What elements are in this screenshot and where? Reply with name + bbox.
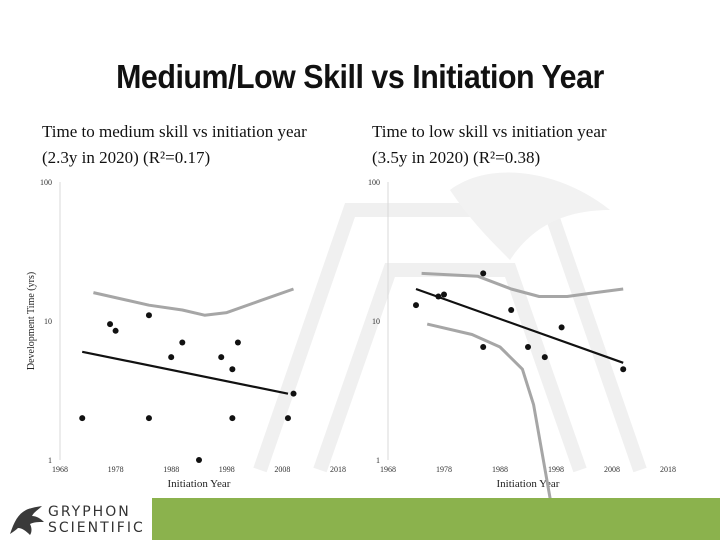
data-point [229, 415, 236, 422]
x-axis-label: Initiation Year [497, 478, 560, 490]
logo-text-line1: GRYPHON [48, 504, 131, 520]
x-tick-label: 1988 [163, 465, 179, 474]
data-point [145, 312, 152, 319]
logo-text-line2: SCIENTIFIC [48, 520, 145, 536]
data-point [229, 366, 236, 373]
gryphon-watermark-icon [253, 172, 647, 473]
x-tick-label: 1998 [219, 465, 235, 474]
y-tick-label: 10 [372, 317, 380, 326]
chart-medium-skill: 1 10 100 1968 1978 1988 1998 2008 2018 Initiation… [26, 178, 346, 490]
y-axis-label: Development Time (yrs) [26, 272, 37, 370]
x-axis-label: Initiation Year [168, 478, 231, 490]
data-point [508, 306, 515, 313]
trend-line [415, 287, 624, 364]
y-tick-label: 100 [368, 178, 380, 187]
x-tick-label: 1998 [548, 465, 564, 474]
data-point [413, 302, 419, 309]
data-point [112, 327, 119, 334]
data-point [290, 390, 297, 397]
x-tick-label: 2008 [274, 465, 290, 474]
y-tick-label: 100 [40, 178, 52, 187]
data-point [525, 344, 531, 351]
data-point [218, 354, 225, 361]
y-tick-label: 1 [48, 456, 52, 465]
x-tick-label: 1968 [52, 465, 68, 474]
data-point [234, 339, 241, 346]
data-point [620, 366, 627, 373]
data-point [196, 457, 202, 463]
chart-title-medium: Time to medium skill vs initiation year … [42, 119, 362, 171]
data-point [79, 415, 86, 422]
gryphon-logo-icon [10, 506, 44, 535]
chart-title-line1: Time to low skill vs initiation year [372, 122, 607, 141]
chart-title-line2: (2.3y in 2020) (R²=0.17) [42, 148, 211, 167]
chart-title-line1: Time to medium skill vs initiation year [42, 122, 307, 141]
chart-title-line2: (3.5y in 2020) (R²=0.38) [372, 148, 541, 167]
data-point [107, 321, 114, 328]
upper-confidence-band [421, 271, 624, 298]
x-tick-label: 1988 [492, 465, 508, 474]
x-tick-label: 2008 [604, 465, 620, 474]
x-tick-label: 2018 [660, 465, 676, 474]
data-point [145, 415, 152, 422]
x-tick-label: 1968 [380, 465, 396, 474]
data-point [435, 293, 442, 300]
data-point [168, 354, 175, 361]
data-point [284, 415, 291, 422]
y-tick-label: 1 [376, 456, 380, 465]
y-tick-label: 10 [44, 317, 52, 326]
x-tick-label: 1978 [108, 465, 124, 474]
charts-canvas: 1 10 100 1968 1978 1988 1998 2008 2018 Initiation… [26, 178, 676, 500]
lower-confidence-band [426, 322, 552, 500]
trend-line [81, 350, 289, 395]
data-point [558, 324, 565, 331]
slide-title: Medium/Low Skill vs Initiation Year [116, 58, 604, 95]
x-tick-label: 1978 [436, 465, 452, 474]
chart-low-skill: 1 10 100 1968 1978 1988 1998 2008 2018 Initiation… [368, 178, 676, 500]
data-point [441, 291, 447, 298]
chart-title-low: Time to low skill vs initiation year (3.… [372, 119, 692, 171]
upper-confidence-band [93, 287, 294, 317]
data-point [179, 339, 186, 346]
x-tick-label: 2018 [330, 465, 346, 474]
data-point [541, 354, 548, 361]
data-point [480, 344, 487, 351]
data-point [480, 270, 487, 277]
